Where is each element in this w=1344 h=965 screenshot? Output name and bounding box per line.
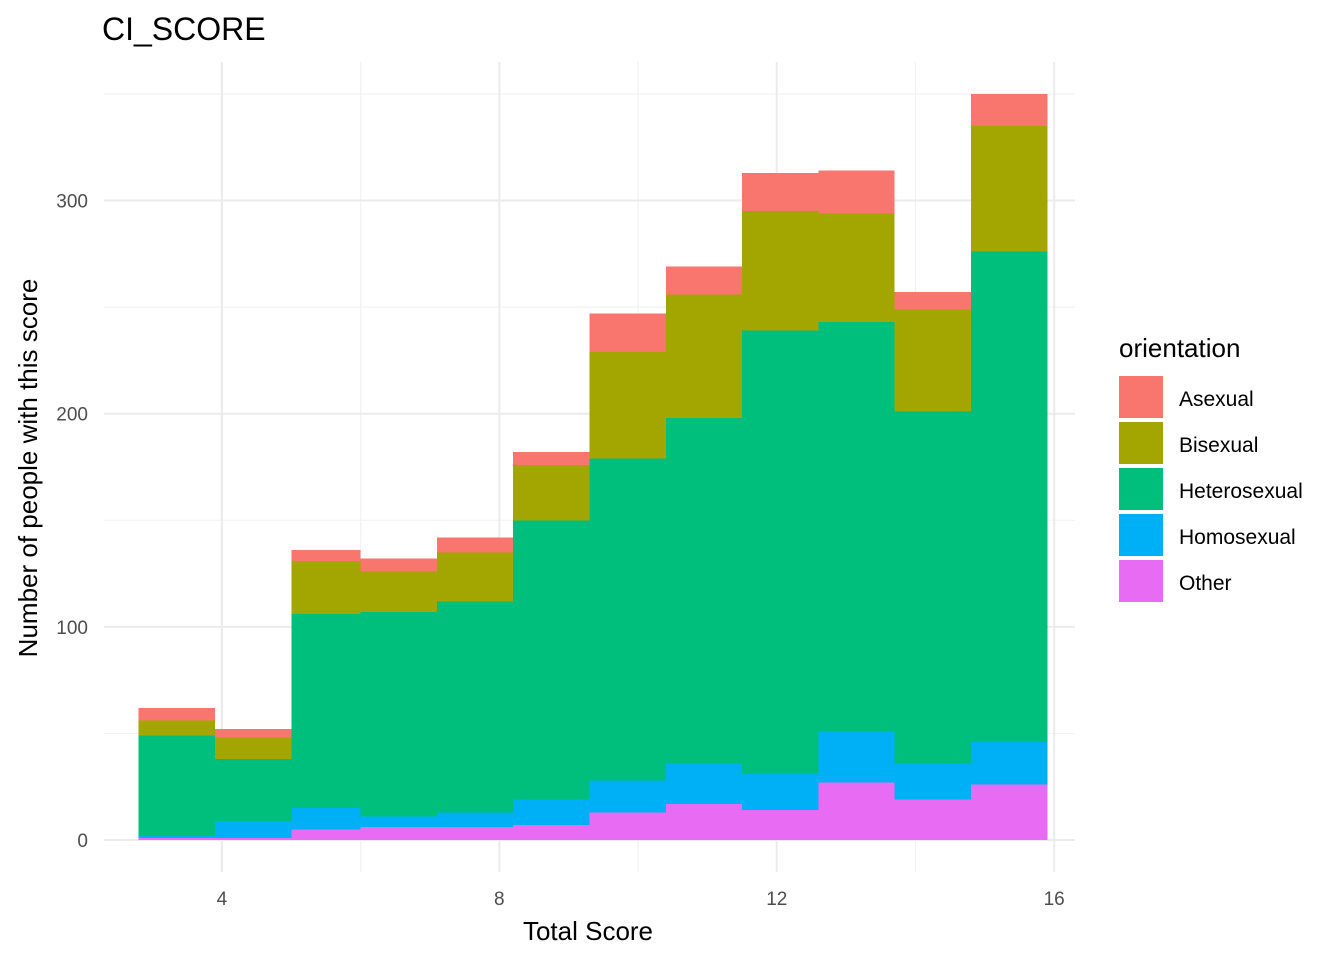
bar-bisexual	[214, 737, 292, 760]
bar-bisexual	[513, 464, 590, 521]
bar-bisexual	[360, 571, 437, 612]
bar-heterosexual	[742, 330, 819, 774]
y-axis-title: Number of people with this score	[13, 279, 43, 658]
x-tick-label: 12	[766, 889, 787, 910]
legend-label-bisexual: Bisexual	[1179, 434, 1258, 457]
bar-homosexual	[291, 808, 361, 830]
y-tick-label: 300	[56, 192, 88, 213]
bar-other	[970, 784, 1048, 841]
bar-asexual	[665, 266, 743, 295]
legend-swatch-asexual	[1119, 376, 1163, 418]
x-axis-ticks: 4 8 12 16	[217, 889, 1065, 910]
bar-heterosexual	[589, 458, 666, 781]
x-tick-label: 4	[217, 889, 228, 910]
legend-swatch-bisexual	[1119, 422, 1163, 464]
bar-asexual	[742, 172, 819, 212]
bar-other	[214, 837, 292, 841]
bar-other	[291, 829, 361, 841]
bar-bisexual	[291, 560, 361, 615]
bar-other	[513, 825, 590, 841]
bar-heterosexual	[436, 601, 514, 813]
bar-other	[589, 812, 666, 841]
bar-heterosexual	[894, 411, 971, 764]
legend-label-homosexual: Homosexual	[1179, 526, 1296, 549]
bar-bisexual	[138, 720, 215, 736]
bar-bisexual	[665, 294, 743, 418]
bar-other	[360, 827, 437, 841]
x-tick-label: 16	[1044, 889, 1065, 910]
bar-homosexual	[818, 731, 895, 783]
bar-asexual	[513, 452, 590, 465]
bar-bisexual	[970, 125, 1048, 252]
bar-asexual	[894, 292, 971, 310]
bar-asexual	[818, 170, 895, 214]
bar-heterosexual	[214, 759, 292, 821]
y-tick-label: 100	[56, 618, 88, 639]
bar-asexual	[970, 93, 1048, 126]
bar-bisexual	[894, 309, 971, 412]
bar-heterosexual	[818, 322, 895, 732]
bar-asexual	[589, 313, 666, 352]
legend-label-asexual: Asexual	[1179, 388, 1254, 411]
bar-homosexual	[665, 763, 743, 804]
bar-other	[138, 837, 215, 841]
bar-other	[818, 782, 895, 841]
y-tick-label: 0	[77, 831, 88, 852]
bar-bisexual	[436, 552, 514, 602]
bar-bisexual	[742, 211, 819, 331]
bar-heterosexual	[360, 611, 437, 817]
legend-swatch-homosexual	[1119, 514, 1163, 556]
x-tick-label: 8	[494, 889, 505, 910]
bar-asexual	[214, 729, 292, 738]
legend-swatch-other	[1119, 560, 1163, 602]
legend-label-heterosexual: Heterosexual	[1179, 480, 1303, 503]
bars-layer	[138, 93, 1048, 841]
chart-title: CI_SCORE	[102, 11, 266, 47]
legend-title: orientation	[1119, 333, 1240, 363]
bar-homosexual	[513, 799, 590, 826]
bar-heterosexual	[970, 251, 1048, 742]
bar-homosexual	[436, 812, 514, 828]
bar-heterosexual	[291, 614, 361, 809]
bar-asexual	[138, 707, 215, 721]
bar-asexual	[436, 537, 514, 553]
bar-heterosexual	[513, 520, 590, 800]
y-axis-ticks: 0 100 200 300	[56, 192, 88, 852]
bar-homosexual	[970, 741, 1048, 785]
bar-homosexual	[894, 763, 971, 800]
bar-homosexual	[138, 835, 215, 838]
bar-other	[665, 803, 743, 841]
legend-swatch-heterosexual	[1119, 468, 1163, 510]
bar-homosexual	[589, 780, 666, 813]
bar-bisexual	[818, 213, 895, 323]
bar-other	[742, 810, 819, 841]
legend: orientation Asexual Bisexual Heterosexual H…	[1119, 333, 1303, 602]
bar-bisexual	[589, 351, 666, 459]
y-tick-label: 200	[56, 405, 88, 426]
bar-homosexual	[742, 773, 819, 811]
bar-heterosexual	[665, 417, 743, 764]
bar-heterosexual	[138, 735, 215, 836]
bar-homosexual	[214, 820, 292, 838]
bar-homosexual	[360, 816, 437, 828]
legend-items: Asexual Bisexual Heterosexual Homosexual Oth…	[1119, 376, 1303, 602]
bar-other	[894, 799, 971, 841]
bar-asexual	[291, 550, 361, 561]
legend-label-other: Other	[1179, 572, 1232, 595]
bar-asexual	[360, 558, 437, 572]
x-axis-title: Total Score	[523, 916, 653, 946]
bar-other	[436, 827, 514, 841]
